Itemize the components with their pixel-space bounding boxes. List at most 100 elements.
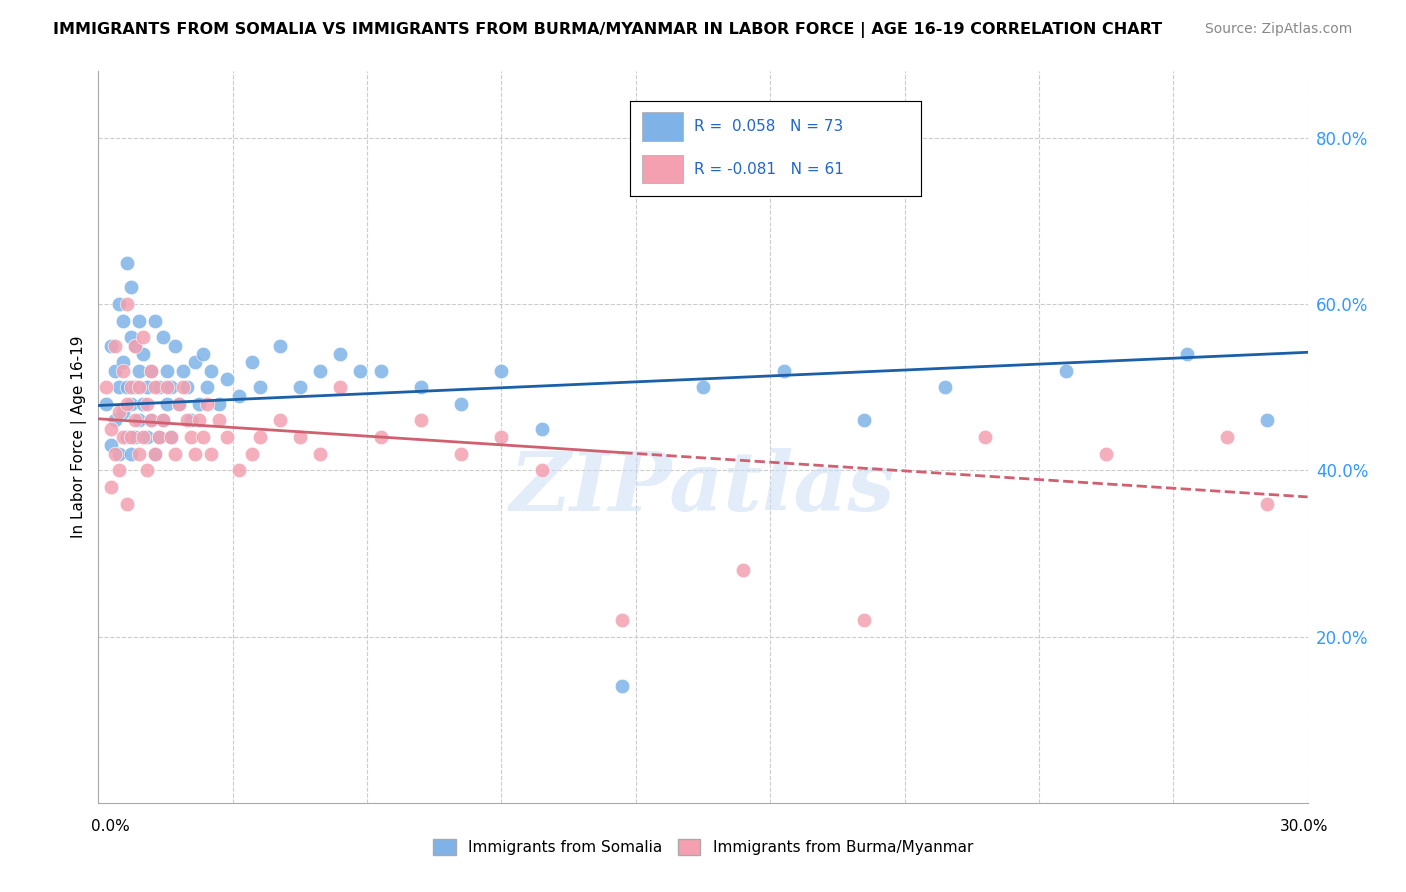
Point xyxy=(135,380,157,394)
Text: ZIPatlas: ZIPatlas xyxy=(510,449,896,528)
Point xyxy=(163,447,186,461)
Point xyxy=(240,355,263,369)
Text: IMMIGRANTS FROM SOMALIA VS IMMIGRANTS FROM BURMA/MYANMAR IN LABOR FORCE | AGE 16: IMMIGRANTS FROM SOMALIA VS IMMIGRANTS FR… xyxy=(53,22,1163,38)
Point xyxy=(167,397,190,411)
Point xyxy=(853,613,876,627)
Point xyxy=(100,438,122,452)
Point xyxy=(120,430,142,444)
Point xyxy=(450,397,472,411)
Legend: Immigrants from Somalia, Immigrants from Burma/Myanmar: Immigrants from Somalia, Immigrants from… xyxy=(427,833,979,861)
Point xyxy=(269,413,291,427)
Point xyxy=(132,330,155,344)
Point xyxy=(612,680,634,694)
Point xyxy=(143,447,166,461)
Point xyxy=(184,355,207,369)
Point xyxy=(172,363,194,377)
Point xyxy=(107,447,129,461)
Point xyxy=(172,380,194,394)
Point xyxy=(128,363,150,377)
Point xyxy=(124,338,146,352)
Point xyxy=(309,447,332,461)
Point xyxy=(107,380,129,394)
Point xyxy=(107,405,129,419)
Point xyxy=(288,430,311,444)
Point xyxy=(139,413,162,427)
Point xyxy=(329,380,352,394)
Point xyxy=(228,463,250,477)
Point xyxy=(200,447,222,461)
Point xyxy=(160,430,183,444)
Point xyxy=(491,363,513,377)
Point xyxy=(156,380,179,394)
Point xyxy=(124,338,146,352)
Point xyxy=(152,330,174,344)
Point xyxy=(450,447,472,461)
Point xyxy=(176,380,198,394)
Point xyxy=(148,380,170,394)
Point xyxy=(115,397,138,411)
Point xyxy=(111,363,134,377)
Point xyxy=(139,363,162,377)
Point xyxy=(107,463,129,477)
Point xyxy=(193,430,215,444)
Point xyxy=(120,280,142,294)
Point xyxy=(370,430,392,444)
Point xyxy=(139,363,162,377)
Point xyxy=(152,413,174,427)
Point xyxy=(103,413,125,427)
Point xyxy=(370,363,392,377)
Point xyxy=(180,430,202,444)
Point xyxy=(195,397,218,411)
Point xyxy=(107,297,129,311)
Point xyxy=(163,338,186,352)
Point xyxy=(111,405,134,419)
Point xyxy=(115,297,138,311)
Point xyxy=(934,380,956,394)
Point xyxy=(115,497,138,511)
Point xyxy=(188,397,211,411)
Point xyxy=(288,380,311,394)
Point xyxy=(111,314,134,328)
Point xyxy=(1256,413,1278,427)
Point xyxy=(124,380,146,394)
Point xyxy=(195,380,218,394)
Point xyxy=(188,413,211,427)
Point xyxy=(152,413,174,427)
Point xyxy=(1054,363,1077,377)
Point xyxy=(184,447,207,461)
Point xyxy=(180,413,202,427)
Point xyxy=(115,255,138,269)
Point xyxy=(111,355,134,369)
Point xyxy=(193,347,215,361)
Point xyxy=(143,314,166,328)
Point xyxy=(120,447,142,461)
Point xyxy=(160,430,183,444)
Point xyxy=(1095,447,1118,461)
Text: Source: ZipAtlas.com: Source: ZipAtlas.com xyxy=(1205,22,1353,37)
Point xyxy=(167,397,190,411)
Y-axis label: In Labor Force | Age 16-19: In Labor Force | Age 16-19 xyxy=(72,335,87,539)
Point xyxy=(96,397,118,411)
Point xyxy=(128,413,150,427)
Point xyxy=(249,430,271,444)
Point xyxy=(1256,497,1278,511)
Point xyxy=(120,380,142,394)
Point xyxy=(100,480,122,494)
Point xyxy=(132,397,155,411)
Point xyxy=(128,314,150,328)
Point xyxy=(530,463,553,477)
Point xyxy=(135,397,157,411)
Point xyxy=(491,430,513,444)
Point xyxy=(733,563,755,577)
Point xyxy=(120,397,142,411)
Point xyxy=(249,380,271,394)
Point xyxy=(409,413,432,427)
Point xyxy=(135,430,157,444)
Point xyxy=(103,338,125,352)
Point xyxy=(1216,430,1239,444)
Point xyxy=(103,363,125,377)
Point xyxy=(120,330,142,344)
Point xyxy=(349,363,371,377)
Point xyxy=(115,380,138,394)
Point xyxy=(200,363,222,377)
